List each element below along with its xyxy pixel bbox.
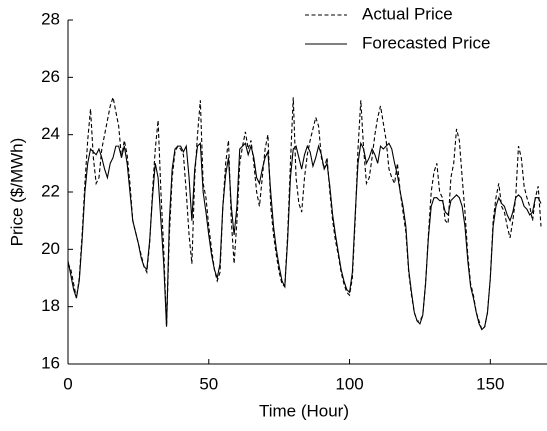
- legend-label: Actual Price: [362, 4, 453, 23]
- y-tick-label: 22: [41, 181, 60, 200]
- y-tick-label: 28: [41, 9, 60, 28]
- x-tick-label: 0: [63, 374, 72, 393]
- x-tick-label: 50: [199, 374, 218, 393]
- x-axis-label: Time (Hour): [259, 401, 349, 420]
- x-tick-label: 100: [335, 374, 363, 393]
- legend-label: Forecasted Price: [362, 33, 491, 52]
- price-line: [67, 95, 542, 331]
- y-tick-label: 24: [41, 124, 60, 143]
- y-tick-label: 16: [41, 353, 60, 372]
- y-tick-label: 18: [41, 296, 60, 315]
- x-tick-label: 150: [476, 374, 504, 393]
- price-line: [67, 141, 542, 331]
- y-tick-label: 20: [41, 239, 60, 258]
- y-tick-label: 26: [41, 67, 60, 86]
- y-axis-label: Price ($/MWh): [7, 138, 26, 247]
